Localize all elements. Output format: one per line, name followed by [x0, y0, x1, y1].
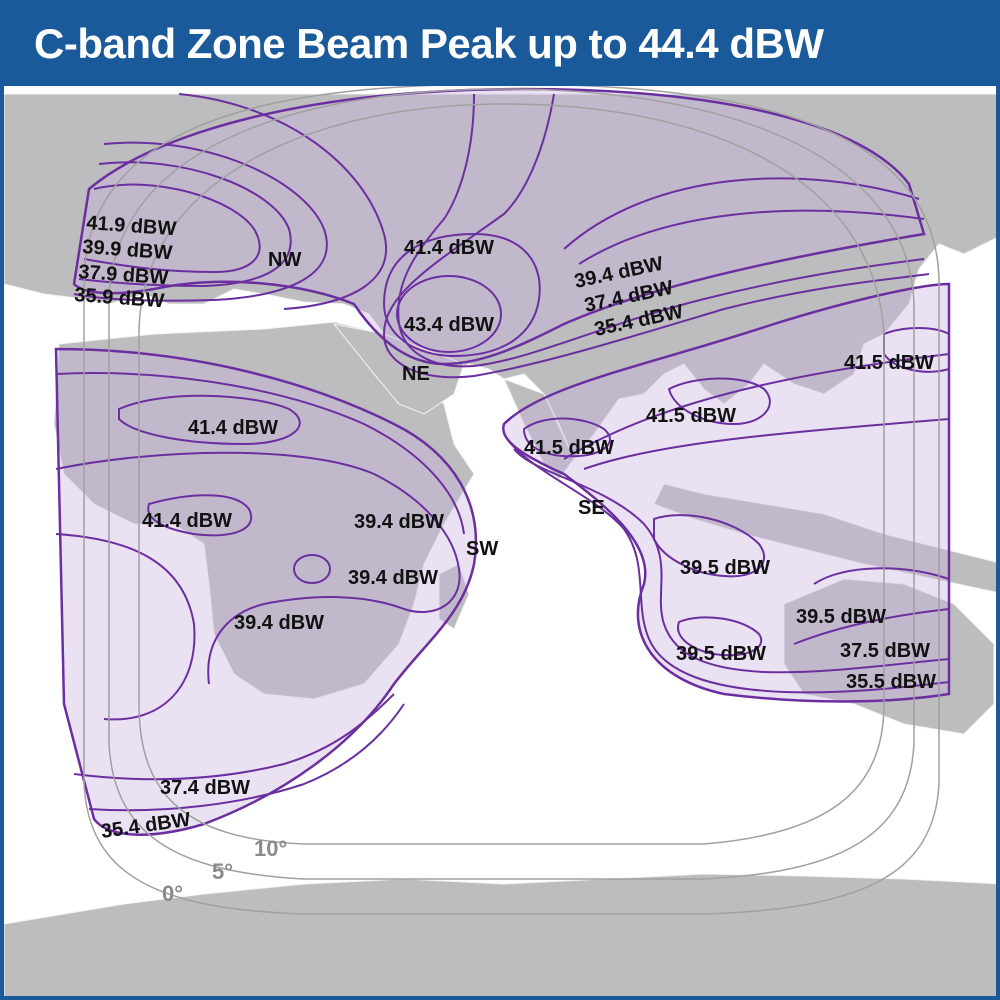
contour-label: 39.5 dBW — [680, 557, 770, 579]
coverage-southeast — [502, 282, 951, 703]
elevation-labels: 10° 5° 0° — [162, 836, 287, 906]
land-masses — [4, 93, 996, 996]
land-india — [503, 378, 575, 480]
contour-sw-6 — [55, 533, 196, 721]
land-antarctica — [4, 873, 996, 996]
contour-label: 39.5 dBW — [796, 606, 886, 628]
map-title: C-band Zone Beam Peak up to 44.4 dBW — [34, 20, 824, 67]
contour-sw-7 — [73, 693, 395, 781]
contour-label: 39.5 dBW — [676, 643, 766, 665]
contour-nw-1 — [83, 183, 261, 274]
elevation-label-0: 0° — [162, 881, 183, 906]
contour-sw-4 — [55, 451, 461, 685]
contour-se-7 — [793, 608, 950, 645]
contour-ne-2 — [397, 93, 925, 368]
contour-se-1 — [522, 417, 611, 458]
coverage-southwest — [54, 347, 478, 836]
contour-nw-4 — [178, 93, 387, 310]
contour-label: 39.4 dBW — [354, 511, 444, 533]
contour-se-2 — [667, 377, 771, 426]
contour-se-4 — [653, 514, 766, 578]
contour-se-10 — [583, 418, 950, 470]
contour-label: 41.5 dBW — [844, 352, 934, 374]
beam-label-nw: NW — [268, 249, 301, 271]
contour-nw-2 — [78, 161, 292, 288]
elevation-rings — [83, 86, 940, 915]
coverage-areas — [54, 87, 951, 836]
elevation-label-5: 5° — [212, 859, 233, 884]
elevation-ring-0 — [83, 86, 940, 915]
title-bar: C-band Zone Beam Peak up to 44.4 dBW — [4, 4, 996, 86]
contour-se-5 — [677, 616, 763, 657]
contour-se-3 — [883, 327, 950, 373]
contour-sw-8 — [88, 703, 405, 812]
contour-label: 37.5 dBW — [840, 640, 930, 662]
contour-ne-5 — [578, 209, 925, 265]
contour-label: 35.5 dBW — [846, 671, 936, 693]
coverage-map: NW NE SW SE 41.9 dBW 39.9 dBW 37.9 dBW 3… — [4, 86, 996, 996]
contour-se-8 — [513, 448, 950, 674]
beam-label-ne: NE — [402, 363, 430, 385]
beam-label-sw: SW — [466, 538, 498, 560]
land-indonesia — [653, 483, 996, 593]
contour-ne-peak — [396, 275, 502, 353]
contour-label: 37.4 dBW — [160, 777, 250, 799]
contour-label: 39.4 dBW — [234, 612, 324, 634]
contour-label: 41.5 dBW — [524, 437, 614, 459]
contour-label: 41.4 dBW — [188, 417, 278, 439]
contour-label: 41.4 dBW — [404, 237, 494, 259]
elevation-label-10: 10° — [254, 836, 287, 861]
contour-ne-4 — [563, 177, 920, 250]
land-arabia — [332, 323, 465, 415]
contour-sw-2 — [147, 494, 252, 537]
contour-label: 39.4 dBW — [348, 567, 438, 589]
contour-se-6 — [813, 567, 950, 585]
elevation-ring-5 — [108, 88, 915, 880]
contour-ne-3 — [382, 93, 930, 379]
contour-label: 41.4 dBW — [142, 510, 232, 532]
elevation-ring-10 — [138, 103, 885, 845]
beam-label-se: SE — [578, 497, 605, 519]
contour-se-9 — [503, 433, 950, 694]
contour-sw-1 — [118, 394, 301, 446]
contour-label: 41.5 dBW — [646, 405, 736, 427]
beam-labels: NW NE SW SE — [268, 249, 605, 560]
contour-sw-3 — [293, 554, 331, 584]
contour-label: 43.4 dBW — [404, 314, 494, 336]
